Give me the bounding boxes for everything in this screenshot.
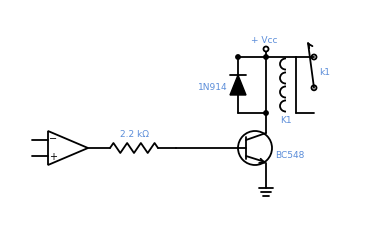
Circle shape (264, 55, 268, 59)
Text: +: + (49, 152, 57, 162)
Text: BC548: BC548 (275, 152, 304, 161)
Polygon shape (230, 75, 246, 95)
Circle shape (236, 55, 240, 59)
Text: K1: K1 (280, 116, 292, 125)
Text: + Vcc: + Vcc (251, 36, 277, 45)
Circle shape (264, 111, 268, 115)
Text: 2.2 kΩ: 2.2 kΩ (119, 130, 149, 139)
Text: k1: k1 (319, 68, 330, 77)
Text: −: − (49, 134, 57, 144)
Text: 1N914: 1N914 (198, 82, 228, 92)
